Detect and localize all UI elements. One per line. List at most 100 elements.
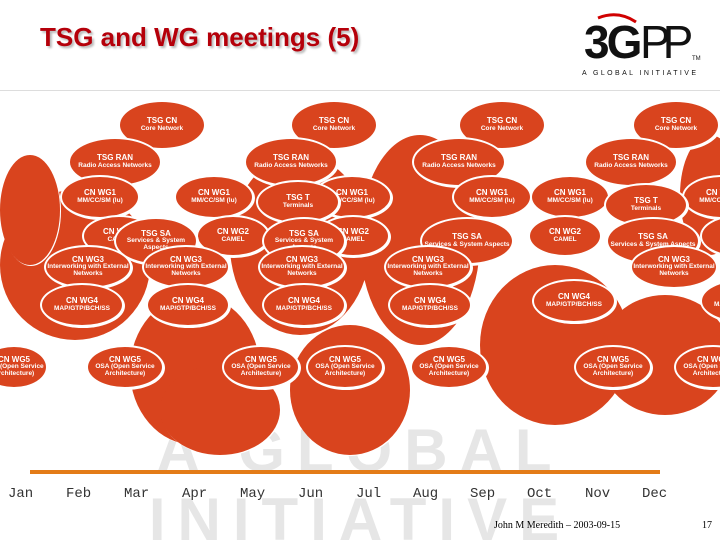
bubble-group-name: CN WG1: [336, 188, 368, 198]
bubble-group-subtitle: OSA (Open Service Architecture): [315, 363, 375, 378]
bubble-group-name: CN WG1: [198, 188, 230, 198]
month-mar: Mar: [124, 486, 150, 502]
bubble-group-subtitle: Interworking with External Networks: [633, 263, 715, 278]
bubble-group-subtitle: Services & System Aspects: [424, 240, 510, 248]
bubble-group-name: CN WG3: [72, 254, 104, 264]
bubble-group-name: CN WG4: [558, 292, 590, 302]
bubble-group-name: TSG RAN: [613, 153, 649, 163]
bubble-group-subtitle: OSA (Open Service Architecture): [0, 363, 44, 378]
bubble-group-name: CN WG5: [109, 354, 141, 364]
bubble-group-name: TSG CN: [318, 116, 350, 126]
bubble-group-name: CN WG2: [217, 227, 249, 237]
bubble-group-subtitle: Radio Access Networks: [422, 161, 496, 169]
month-nov: Nov: [585, 486, 611, 502]
bubble-group-name: TSG CN: [660, 116, 692, 126]
meeting-bubble-wg3: CN WG3 Interworking with External Network…: [630, 245, 718, 289]
top-divider: [0, 90, 720, 91]
bubble-group-subtitle: Interworking with External Networks: [387, 263, 469, 278]
bubble-group-name: TSG SA: [452, 232, 482, 242]
bubble-group-subtitle: CAMEL: [341, 235, 365, 243]
bubble-group-name: CN WG4: [172, 296, 204, 306]
bubble-group-name: TSG SA: [638, 232, 668, 242]
bubble-group-name: CN WG3: [286, 254, 318, 264]
bubble-group-name: CN WG3: [658, 254, 690, 264]
bubble-group-subtitle: MAP/GTP/BCH/SS: [546, 300, 602, 308]
bubble-group-name: CN WG1: [476, 188, 508, 198]
bubble-group-name: TSG T: [286, 193, 310, 203]
bubble-group-name: CN WG1: [84, 188, 116, 198]
bubble-group-subtitle: Core Network: [480, 124, 524, 132]
month-aug: Aug: [413, 486, 439, 502]
background-blob: [0, 155, 60, 265]
bubble-group-subtitle: MM/CC/SM (lu): [191, 196, 237, 204]
bubble-group-name: CN WG5: [245, 354, 277, 364]
bubble-group-name: CN WG4: [414, 296, 446, 306]
svg-text:PP: PP: [640, 16, 692, 68]
timeline-axis: [30, 470, 660, 474]
month-sep: Sep: [470, 486, 496, 502]
bubble-group-name: TSG RAN: [441, 153, 477, 163]
bubble-group-subtitle: MM/CC/SM (lu): [329, 196, 375, 204]
bubble-group-name: CN WG2: [337, 227, 369, 237]
bubble-group-subtitle: MAP/GTP/BCH/SS: [276, 304, 332, 312]
bubble-group-name: CN WG4: [288, 296, 320, 306]
meeting-bubbles-area: TSG CN Core Network TSG CN Core Network TSG …: [0, 95, 720, 465]
bubble-group-subtitle: Core Network: [140, 124, 184, 132]
bubble-group-name: CN WG4: [66, 296, 98, 306]
bubble-group-name: CN WG1: [706, 188, 720, 198]
bubble-group-name: TSG RAN: [97, 153, 133, 163]
bubble-group-subtitle: Interworking with External Networks: [145, 263, 227, 278]
bubble-group-subtitle: Interworking with External Networks: [47, 263, 129, 278]
bubble-group-name: CN WG5: [433, 354, 465, 364]
bubble-group-subtitle: MM/CC/SM (lu): [547, 196, 593, 204]
bubble-group-name: CN WG5: [697, 354, 720, 364]
bubble-group-subtitle: CAMEL: [221, 235, 245, 243]
bubble-group-name: TSG SA: [141, 228, 171, 238]
svg-text:TM: TM: [692, 56, 701, 62]
month-apr: Apr: [182, 486, 208, 502]
bubble-group-subtitle: Radio Access Networks: [594, 161, 668, 169]
slide-title: TSG and WG meetings (5): [40, 22, 360, 52]
bubble-group-subtitle: Services & System Aspects: [610, 240, 696, 248]
meeting-bubble-wg3: CN WG3 Interworking with External Network…: [142, 245, 230, 289]
bubble-group-subtitle: MM/CC/SM (lu): [469, 196, 515, 204]
bubble-group-subtitle: MM/CC/SM (lu): [77, 196, 123, 204]
bubble-group-name: CN WG1: [554, 188, 586, 198]
bubble-group-subtitle: OSA (Open Service Architecture): [419, 363, 479, 378]
month-jul: Jul: [356, 486, 382, 502]
bubble-group-name: CN WG5: [597, 354, 629, 364]
month-may: May: [240, 486, 266, 502]
bubble-group-name: TSG CN: [486, 116, 518, 126]
bubble-group-name: TSG RAN: [273, 153, 309, 163]
bubble-group-subtitle: Terminals: [630, 204, 662, 212]
bubble-group-name: CN WG3: [170, 254, 202, 264]
bubble-group-subtitle: OSA (Open Service Architecture): [95, 363, 155, 378]
bubble-group-subtitle: MAP/GTP/BCH/SS: [402, 304, 458, 312]
month-jun: Jun: [298, 486, 324, 502]
svg-text:3G: 3G: [584, 16, 640, 68]
bubble-group-subtitle: MAP/GTP/BCH/SS: [714, 300, 720, 308]
month-dec: Dec: [642, 486, 668, 502]
bubble-group-subtitle: CAMEL: [553, 235, 577, 243]
page-number: 17: [702, 520, 712, 531]
meeting-bubble-ran: TSG RAN Radio Access Networks: [584, 137, 678, 187]
bubble-group-subtitle: OSA (Open Service Architecture): [683, 363, 720, 378]
logo-tagline: A GLOBAL INITIATIVE: [582, 70, 699, 77]
bubble-group-name: CN WG2: [549, 227, 581, 237]
bubble-group-subtitle: MAP/GTP/BCH/SS: [54, 304, 110, 312]
